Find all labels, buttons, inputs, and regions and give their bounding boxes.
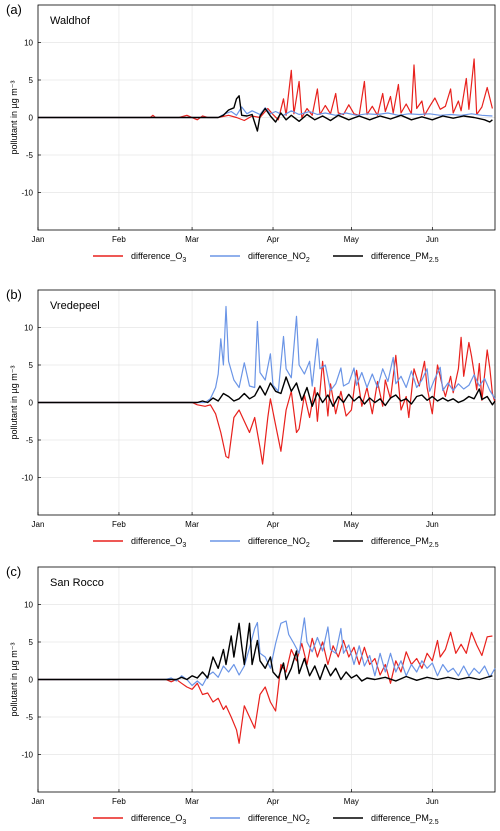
y-tick-label: -5 — [26, 713, 34, 722]
legend-label-2: difference_NO2 — [248, 536, 310, 549]
x-tick-label: May — [344, 235, 359, 244]
x-tick-label: May — [344, 797, 359, 806]
legend-label-2: difference_NO2 — [248, 251, 310, 264]
y-tick-label: 5 — [29, 361, 34, 370]
x-tick-label: Apr — [267, 520, 280, 529]
legend-label-2: difference_NO2 — [248, 813, 310, 826]
panel-label: (c) — [6, 564, 21, 579]
y-tick-label: 10 — [24, 39, 33, 48]
x-tick-label: Jan — [32, 797, 45, 806]
legend-label-3: difference_PM2.5 — [371, 536, 439, 549]
site-name: San Rocco — [50, 577, 104, 589]
y-tick-label: -10 — [21, 189, 33, 198]
series-line-2 — [38, 106, 493, 119]
series-line-1 — [38, 58, 493, 122]
chart-panel-2: -10 -5 0 5 10 Jan Feb Mar Apr May Jun (b) Vredepeel p… — [6, 287, 496, 549]
y-tick-label: 5 — [29, 76, 34, 85]
legend-label-3: difference_PM2.5 — [371, 251, 439, 264]
series-line-3 — [38, 95, 493, 132]
x-tick-label: Apr — [267, 235, 280, 244]
panel-label: (b) — [6, 287, 22, 302]
legend-label-3: difference_PM2.5 — [371, 813, 439, 826]
x-tick-label: Feb — [112, 235, 126, 244]
x-tick-label: Jan — [32, 235, 45, 244]
x-tick-label: Apr — [267, 797, 280, 806]
legend-label-1: difference_O3 — [131, 536, 186, 549]
y-tick-label: 0 — [29, 114, 34, 123]
legend-label-1: difference_O3 — [131, 251, 186, 264]
series-line-2 — [38, 617, 496, 687]
y-tick-label: 0 — [29, 399, 34, 408]
x-tick-label: Jun — [426, 797, 439, 806]
series-line-1 — [38, 631, 493, 744]
site-name: Waldhof — [50, 15, 91, 27]
site-name: Vredepeel — [50, 300, 100, 312]
x-tick-label: Mar — [185, 797, 199, 806]
y-axis-label: pollutant in µg m⁻³ — [9, 643, 19, 717]
y-tick-label: 10 — [24, 324, 33, 333]
x-tick-label: Feb — [112, 520, 126, 529]
y-tick-label: -5 — [26, 436, 34, 445]
x-tick-label: Jan — [32, 520, 45, 529]
x-tick-label: Feb — [112, 797, 126, 806]
legend-label-1: difference_O3 — [131, 813, 186, 826]
x-tick-label: Mar — [185, 520, 199, 529]
x-tick-label: Jun — [426, 235, 439, 244]
y-axis-label: pollutant in µg m⁻³ — [9, 366, 19, 440]
y-tick-label: -5 — [26, 151, 34, 160]
y-tick-label: 10 — [24, 601, 33, 610]
chart-panel-1: -10 -5 0 5 10 Jan Feb Mar Apr May Jun (a) Waldhof pol… — [6, 2, 496, 264]
chart-panel-3: -10 -5 0 5 10 Jan Feb Mar Apr May Jun (c) San Rocco p… — [6, 564, 496, 826]
x-tick-label: Jun — [426, 520, 439, 529]
y-tick-label: -10 — [21, 751, 33, 760]
series-line-3 — [38, 376, 496, 407]
y-axis-label: pollutant in µg m⁻³ — [9, 81, 19, 155]
y-tick-label: 5 — [29, 638, 34, 647]
y-tick-label: -10 — [21, 474, 33, 483]
panel-label: (a) — [6, 2, 22, 17]
series-line-1 — [38, 336, 496, 465]
x-tick-label: Mar — [185, 235, 199, 244]
y-tick-label: 0 — [29, 676, 34, 685]
series-line-2 — [38, 305, 496, 404]
series-line-3 — [38, 622, 493, 682]
x-tick-label: May — [344, 520, 359, 529]
